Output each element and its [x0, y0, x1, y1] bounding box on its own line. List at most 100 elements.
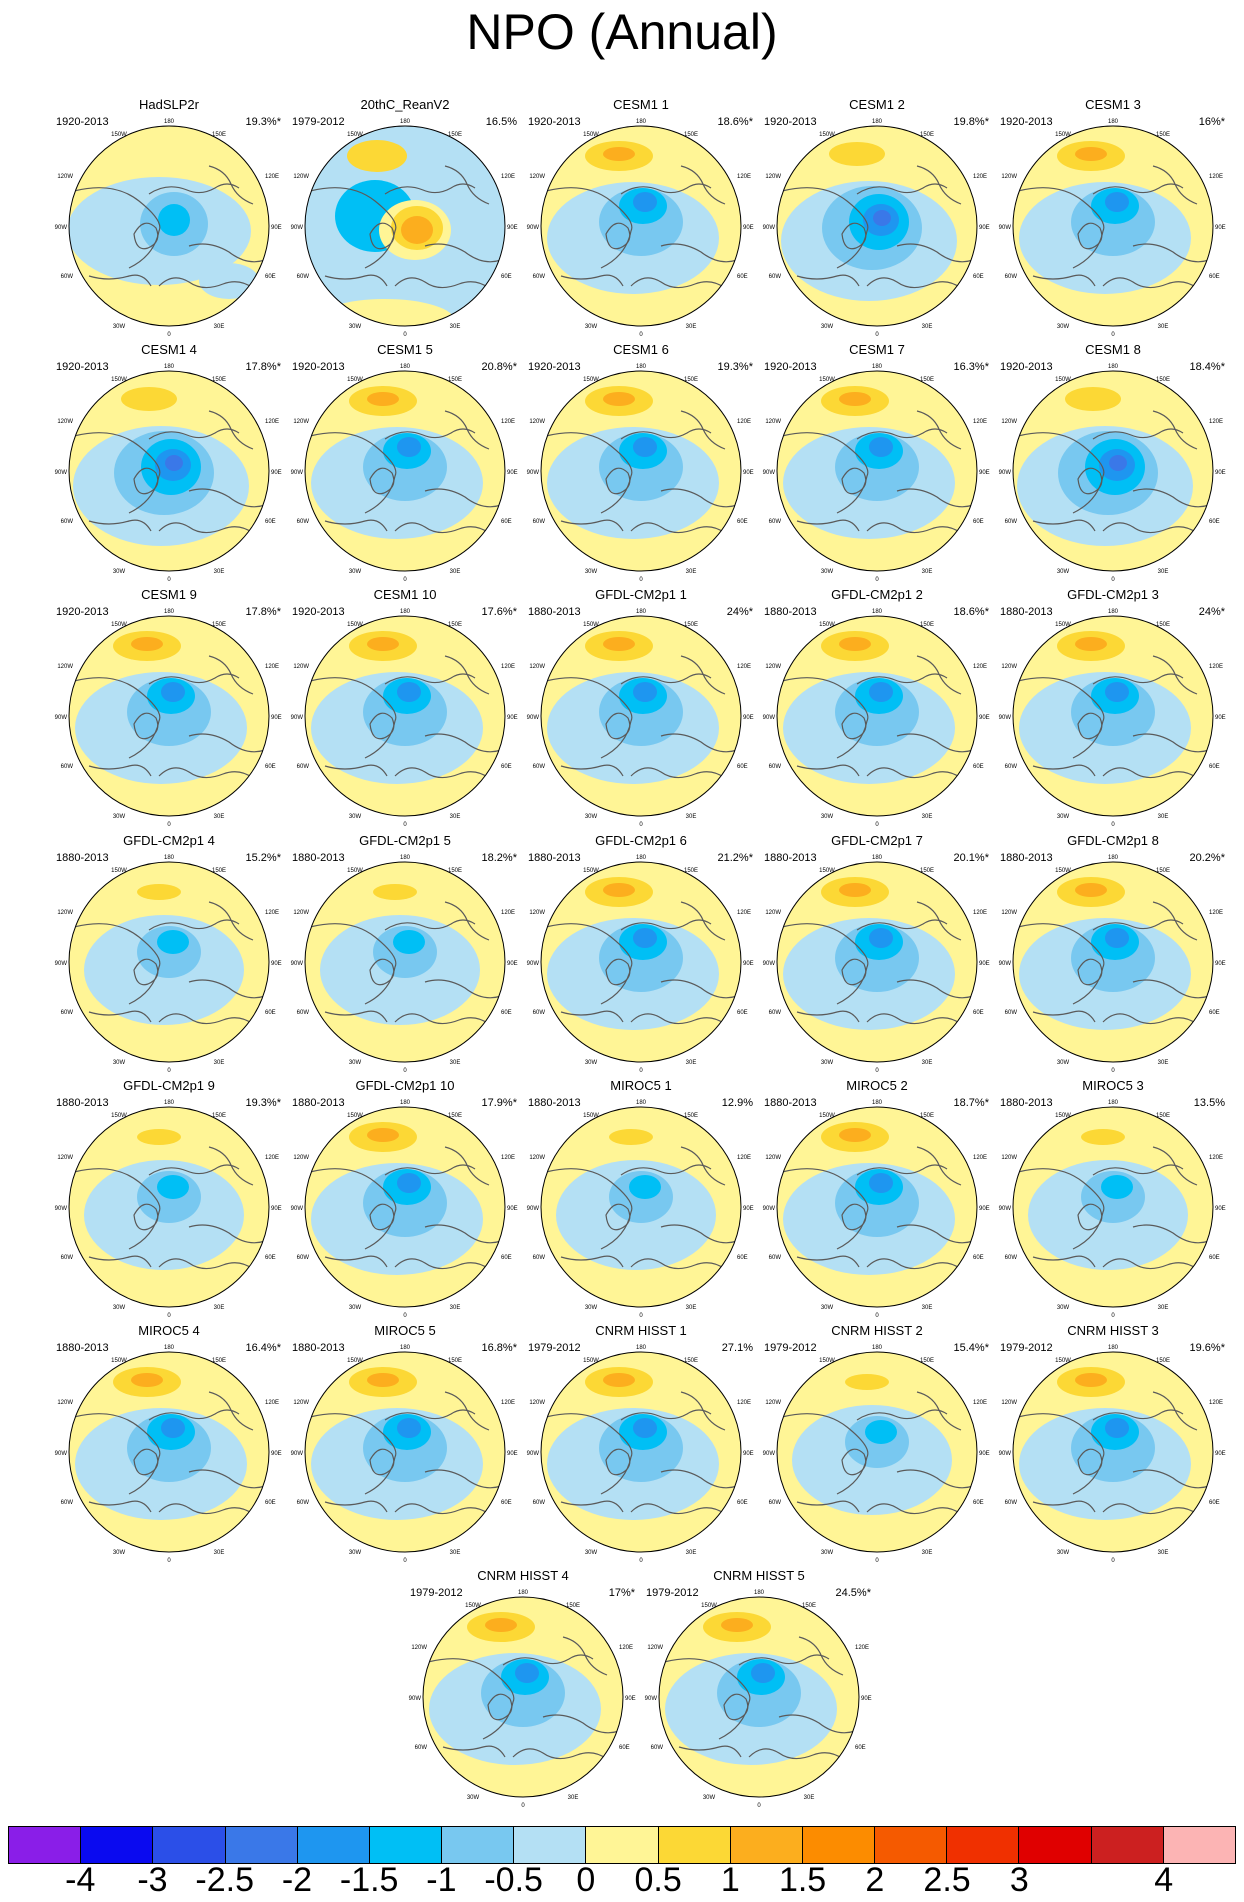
panel-title: GFDL-CM2p1 4	[123, 833, 215, 848]
anomaly-field	[541, 1352, 741, 1552]
longitude-label: 60E	[737, 764, 748, 770]
longitude-label: 30E	[922, 1550, 933, 1556]
anomaly-field	[69, 126, 269, 326]
panel-variance: 15.2%*	[245, 852, 281, 864]
longitude-label: 150W	[111, 1358, 127, 1364]
longitude-label: 30E	[450, 569, 461, 575]
polar-map: 180 150W 150E 120W 120E 90W 90E 60W 60E 30W 30E 0	[55, 855, 282, 1074]
panel-period: 1979-2012	[410, 1587, 463, 1599]
longitude-label: 90E	[743, 225, 754, 231]
longitude-label: 150W	[1055, 1113, 1071, 1119]
polar-map: 180 150W 150E 120W 120E 90W 90E 60W 60E 30W 30E 0	[763, 1100, 990, 1319]
panel-variance: 18.4%*	[1189, 361, 1225, 373]
colorbar-tick-label: -0.5	[484, 1861, 543, 1899]
anomaly-field	[305, 126, 505, 326]
panel-title: CESM1 4	[141, 342, 197, 357]
longitude-label: 60E	[973, 764, 984, 770]
longitude-label: 90E	[507, 1451, 518, 1457]
map-panel: MIROC5 5 1880-2013 16.8%* 180 150W 150E 120W 12…	[287, 1324, 523, 1565]
panel-variance: 12.9%	[721, 1097, 753, 1109]
anomaly-field	[305, 1352, 505, 1552]
longitude-label: 0	[875, 1068, 879, 1074]
colorbar-tick-label: -1	[426, 1861, 457, 1899]
longitude-label: 60W	[769, 1010, 782, 1016]
longitude-label: 0	[639, 1558, 643, 1564]
longitude-label: 60E	[265, 519, 276, 525]
longitude-label: 150W	[583, 132, 599, 138]
panel-period: 1979-2012	[764, 1342, 817, 1354]
longitude-label: 0	[167, 1068, 171, 1074]
longitude-label: 90E	[507, 715, 518, 721]
longitude-label: 30E	[686, 1550, 697, 1556]
longitude-label: 120W	[1001, 910, 1017, 916]
longitude-label: 90W	[55, 1451, 68, 1457]
longitude-label: 0	[403, 1558, 407, 1564]
longitude-label: 0	[403, 1313, 407, 1319]
panel-title: CESM1 6	[613, 342, 669, 357]
panel-variance: 27.1%	[721, 1342, 753, 1354]
longitude-label: 0	[1111, 577, 1115, 583]
longitude-label: 120E	[737, 664, 751, 670]
panel-period: 1920-2013	[292, 606, 345, 618]
panel-variance: 24.5%*	[835, 1587, 871, 1599]
longitude-label: 30E	[450, 1550, 461, 1556]
panel-variance: 17.9%*	[481, 1097, 517, 1109]
longitude-label: 60W	[61, 274, 74, 280]
longitude-label: 180	[636, 609, 647, 615]
panel-title: 20thC_ReanV2	[360, 97, 450, 112]
longitude-label: 150W	[1055, 1358, 1071, 1364]
longitude-label: 30E	[1158, 324, 1169, 330]
longitude-label: 120E	[1209, 664, 1223, 670]
map-panel: CESM1 1 1920-2013 18.6%* 180 150W 150E 120W 120…	[523, 98, 759, 339]
coastlines	[781, 1146, 974, 1270]
longitude-label: 0	[167, 577, 171, 583]
panel-period: 1880-2013	[56, 1097, 109, 1109]
longitude-label: 150W	[111, 1113, 127, 1119]
longitude-label: 120E	[973, 1155, 987, 1161]
coastlines	[545, 1146, 738, 1270]
panel-variance: 24%*	[726, 606, 753, 618]
longitude-label: 60E	[501, 1010, 512, 1016]
longitude-label: 30E	[922, 324, 933, 330]
panel-variance: 20.1%*	[953, 852, 989, 864]
longitude-label: 150W	[1055, 132, 1071, 138]
longitude-label: 90E	[507, 1206, 518, 1212]
polar-map: 180 150W 150E 120W 120E 90W 90E 60W 60E 30W 30E 0	[291, 1100, 518, 1319]
colorbar-tick-label: -3	[137, 1861, 168, 1899]
longitude-label: 60W	[533, 1010, 546, 1016]
longitude-label: 180	[164, 855, 175, 861]
longitude-label: 150E	[684, 377, 698, 383]
longitude-label: 120W	[1001, 419, 1017, 425]
longitude-label: 90W	[291, 225, 304, 231]
panel-period: 1920-2013	[1000, 361, 1053, 373]
map-panel: GFDL-CM2p1 3 1880-2013 24%* 180 150W 150E 120W…	[995, 588, 1231, 829]
longitude-label: 150E	[920, 132, 934, 138]
longitude-label: 30W	[585, 1305, 598, 1311]
colorbar-tick-label: -4	[65, 1861, 96, 1899]
longitude-label: 60W	[1005, 1500, 1018, 1506]
anomaly-field	[305, 616, 505, 816]
longitude-label: 90W	[763, 470, 776, 476]
polar-map: 180 150W 150E 120W 120E 90W 90E 60W 60E 30W 30E 0	[999, 609, 1226, 828]
longitude-label: 150E	[920, 622, 934, 628]
colorbar-swatch	[1019, 1827, 1092, 1863]
longitude-label: 90W	[291, 961, 304, 967]
longitude-label: 90E	[979, 470, 990, 476]
longitude-label: 90E	[507, 470, 518, 476]
map-panel: GFDL-CM2p1 10 1880-2013 17.9%* 180 150W 150E 1…	[287, 1079, 523, 1320]
longitude-label: 30W	[349, 1305, 362, 1311]
polar-map: 180 150W 150E 120W 120E 90W 90E 60W 60E 30W 30E 0	[55, 609, 282, 828]
longitude-label: 180	[636, 1100, 647, 1106]
longitude-label: 60W	[61, 764, 74, 770]
polar-map: 180 150W 150E 120W 120E 90W 90E 60W 60E 30W 30E 0	[527, 1345, 754, 1564]
longitude-label: 30W	[113, 1550, 126, 1556]
longitude-label: 90W	[55, 225, 68, 231]
longitude-label: 180	[164, 609, 175, 615]
coastlines	[309, 1391, 502, 1515]
anomaly-field	[777, 126, 977, 326]
longitude-label: 60W	[297, 1255, 310, 1261]
longitude-label: 90E	[979, 1206, 990, 1212]
longitude-label: 60W	[769, 764, 782, 770]
longitude-label: 60W	[533, 519, 546, 525]
panel-variance: 18.6%*	[953, 606, 989, 618]
